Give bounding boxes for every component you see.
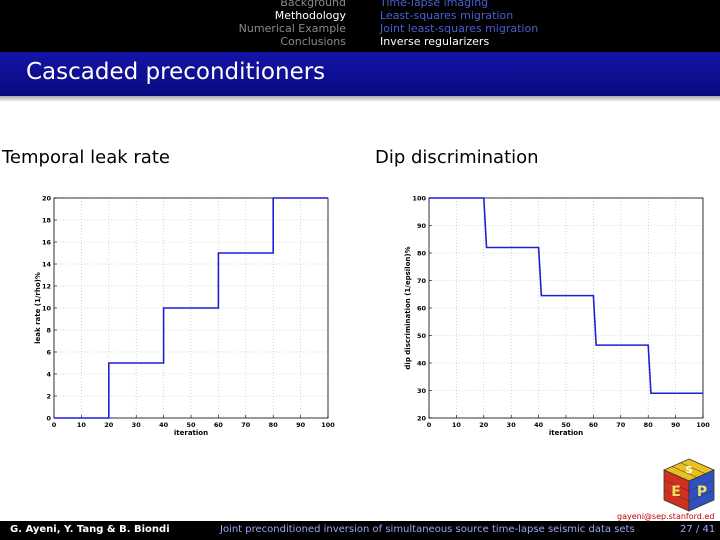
x-tick-label: 10: [452, 421, 462, 429]
left-panel-title: Temporal leak rate: [2, 147, 170, 168]
y-tick-label: 14: [42, 260, 52, 268]
y-tick-label: 18: [42, 216, 52, 224]
footer-bar: G. Ayeni, Y. Tang & B. Biondi Joint prec…: [0, 521, 720, 540]
x-tick-label: 100: [321, 421, 335, 429]
y-tick-label: 16: [42, 238, 52, 246]
x-tick-label: 70: [616, 421, 626, 429]
y-tick-label: 80: [417, 249, 427, 257]
x-tick-label: 10: [77, 421, 87, 429]
nav-subsection-inverse-regularizers[interactable]: Inverse regularizers: [380, 35, 490, 48]
footer-authors: G. Ayeni, Y. Tang & B. Biondi: [10, 524, 170, 535]
x-axis-label: iteration: [174, 429, 208, 437]
y-tick-label: 10: [42, 304, 52, 312]
y-tick-label: 70: [417, 277, 427, 285]
x-tick-label: 60: [214, 421, 224, 429]
x-tick-label: 30: [132, 421, 142, 429]
x-tick-label: 0: [427, 421, 432, 429]
y-axis-label: dip discrimination (1/epsilon)%: [404, 246, 412, 369]
x-tick-label: 80: [644, 421, 654, 429]
x-tick-label: 60: [589, 421, 599, 429]
y-tick-label: 0: [46, 414, 51, 422]
series-line-0: [54, 197, 328, 419]
plot-frame: [53, 197, 329, 419]
x-tick-label: 70: [241, 421, 251, 429]
x-axis-label: iteration: [549, 429, 583, 437]
x-tick-label: 90: [296, 421, 306, 429]
plot-frame: [428, 197, 704, 419]
x-tick-label: 50: [186, 421, 196, 429]
x-tick-label: 100: [696, 421, 710, 429]
y-tick-label: 100: [412, 194, 426, 202]
footer-talk-title: Joint preconditioned inversion of simult…: [220, 524, 635, 535]
author-email[interactable]: gayeni@sep.stanford.ed: [617, 512, 715, 521]
y-tick-label: 40: [417, 359, 427, 367]
nav-subsection-least-squares-migration[interactable]: Least-squares migration: [380, 9, 514, 22]
y-tick-label: 30: [417, 387, 427, 395]
slide-title: Cascaded preconditioners: [26, 59, 326, 85]
y-tick-label: 20: [42, 194, 52, 202]
y-tick-label: 8: [46, 326, 51, 334]
leak-rate-chart: 0 10 20 30 40 50 60 70 80 90 100 0 2 4 6 8 10 12 14 16 18 20 i…: [34, 194, 335, 437]
y-tick-label: 4: [46, 370, 51, 378]
y-tick-label: 90: [417, 222, 427, 230]
right-panel-title: Dip discrimination: [375, 147, 539, 168]
subsection-list: Time-lapse imaging Least-squares migrati…: [380, 0, 538, 48]
y-tick-label: 6: [46, 348, 51, 356]
x-tick-label: 20: [479, 421, 489, 429]
logo-letter-p: P: [697, 484, 707, 500]
y-tick-label: 12: [42, 282, 51, 290]
logo-letter-e: E: [671, 484, 681, 500]
nav-section-background[interactable]: Background: [280, 0, 346, 9]
section-list: Background Methodology Numerical Example…: [239, 0, 346, 48]
y-axis-label: leak rate (1/rho)%: [34, 272, 42, 344]
sep-cube-logo-icon: S E P: [663, 458, 715, 512]
series-line-0: [429, 197, 703, 395]
nav-subsection-time-lapse-imaging[interactable]: Time-lapse imaging: [380, 0, 489, 9]
x-tick-label: 90: [671, 421, 681, 429]
title-bar-shadow: [0, 96, 720, 102]
nav-section-methodology[interactable]: Methodology: [274, 9, 346, 22]
x-tick-label: 50: [561, 421, 571, 429]
x-tick-label: 40: [534, 421, 544, 429]
x-tick-label: 0: [52, 421, 57, 429]
y-tick-label: 2: [46, 392, 51, 400]
section-navigation-bar: Background Methodology Numerical Example…: [0, 0, 720, 52]
y-tick-label: 50: [417, 332, 427, 340]
y-tick-label: 20: [417, 414, 427, 422]
y-tick-label: 60: [417, 304, 427, 312]
nav-section-numerical-example[interactable]: Numerical Example: [238, 22, 346, 35]
slide-title-bar: [0, 52, 720, 96]
logo-letter-s: S: [685, 465, 692, 476]
nav-section-conclusions[interactable]: Conclusions: [280, 35, 346, 48]
nav-subsection-joint-least-squares-migration[interactable]: Joint least-squares migration: [380, 22, 539, 35]
x-tick-label: 40: [159, 421, 169, 429]
x-tick-label: 20: [104, 421, 114, 429]
footer-page-number: 27 / 41: [680, 524, 716, 535]
x-tick-label: 30: [507, 421, 517, 429]
dip-discrimination-chart: 0 10 20 30 40 50 60 70 80 90 100 20 30 40 50 60 70 80 90 10…: [404, 194, 710, 437]
x-tick-label: 80: [269, 421, 279, 429]
